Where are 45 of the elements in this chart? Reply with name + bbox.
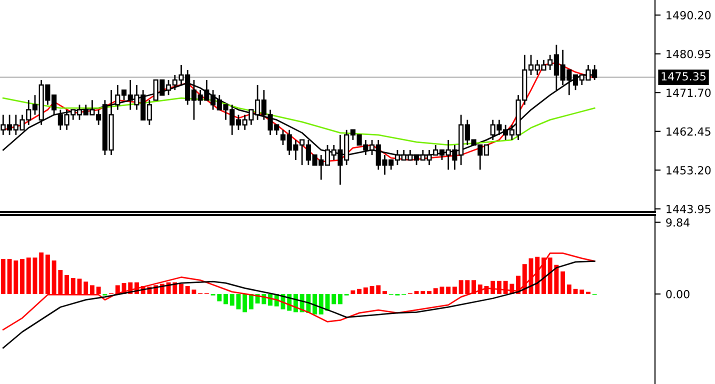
bar [363,287,368,294]
bar [560,271,566,294]
y-tick-label: 1471.70 [666,88,711,97]
ref-line-label: 1475.35 [662,72,706,81]
bar [452,286,457,294]
bar [248,294,254,310]
bar [580,290,584,294]
bar [357,288,362,294]
bar [32,258,38,294]
bar [84,282,88,294]
line-series [2,252,596,330]
bar [39,252,44,294]
bar [224,294,228,304]
bar [20,259,24,294]
bar [77,278,82,294]
bar [318,294,324,314]
bar [535,256,540,294]
bar [370,286,374,294]
bar [376,285,381,294]
bar [312,294,318,314]
bar [96,286,101,294]
y-tick-label: 9.84 [666,218,690,227]
bar [332,294,336,304]
bar [26,258,31,294]
y-tick-label: 1443.95 [666,204,710,214]
bar [338,294,342,304]
y-tick-label: 1462.45 [666,127,710,136]
bar [350,290,356,294]
bar [472,280,476,294]
y-tick-label: 1490.20 [666,11,711,20]
bar [179,284,184,294]
bar [0,259,6,294]
bar [522,264,527,294]
bar [90,285,94,294]
y-tick-label: 1480.95 [666,50,710,58]
bar [566,284,572,294]
bar [70,278,76,294]
bar [64,275,69,294]
y-tick-label: 1453.20 [666,166,711,174]
bar [242,294,248,312]
bar [427,291,432,294]
bar [382,291,387,294]
bar [446,286,451,294]
line-series [2,260,596,349]
y-tick-label: 0.00 [666,290,690,298]
